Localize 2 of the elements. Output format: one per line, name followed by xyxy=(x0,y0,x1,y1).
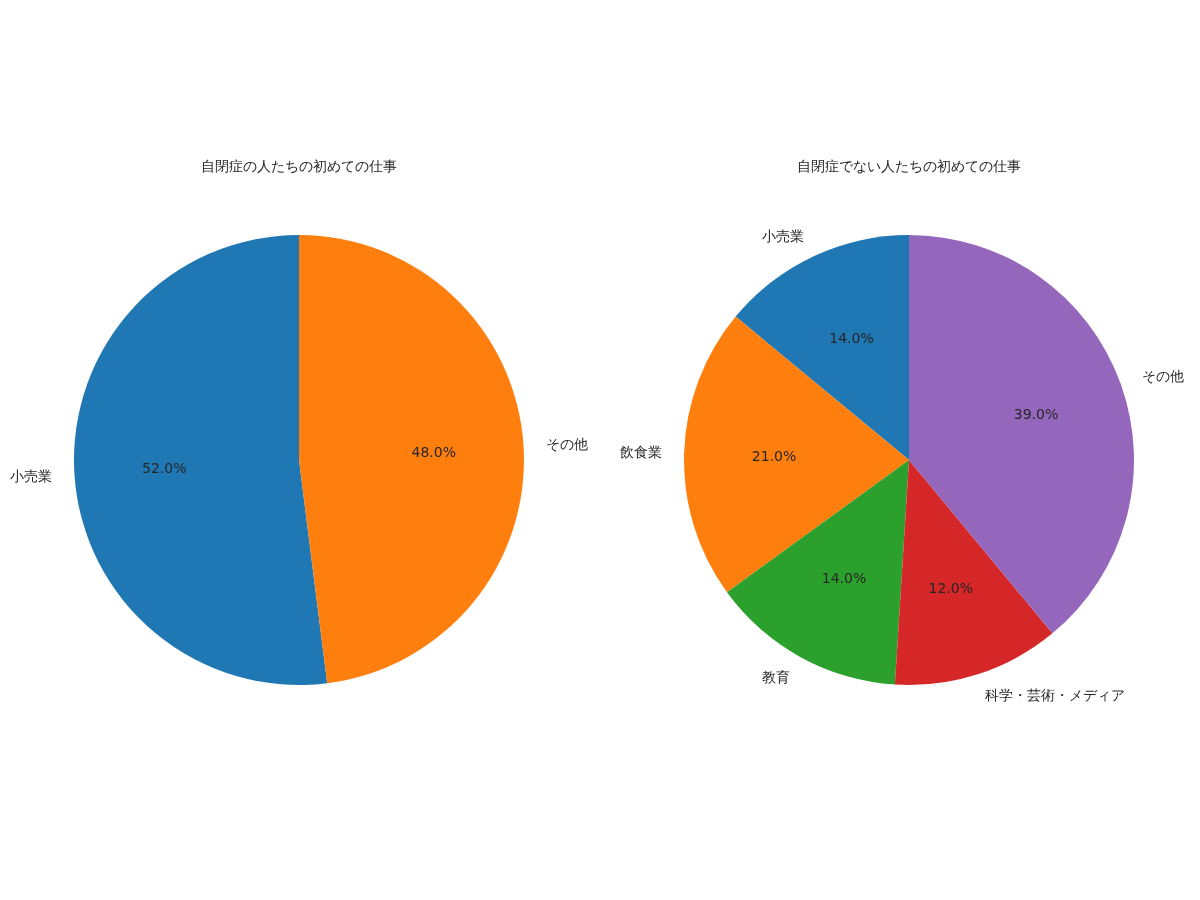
title: 自閉症の人たちの初めての仕事 xyxy=(201,158,397,174)
title: 自閉症でない人たちの初めての仕事 xyxy=(797,158,1021,174)
